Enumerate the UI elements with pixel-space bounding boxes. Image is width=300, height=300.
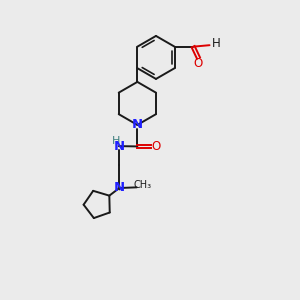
Text: O: O xyxy=(194,57,203,70)
Text: CH₃: CH₃ xyxy=(134,180,152,190)
Text: O: O xyxy=(152,140,161,153)
Text: N: N xyxy=(114,182,125,194)
Text: N: N xyxy=(113,140,124,153)
Text: H: H xyxy=(112,136,121,146)
Text: N: N xyxy=(132,118,143,131)
Text: H: H xyxy=(212,38,220,50)
